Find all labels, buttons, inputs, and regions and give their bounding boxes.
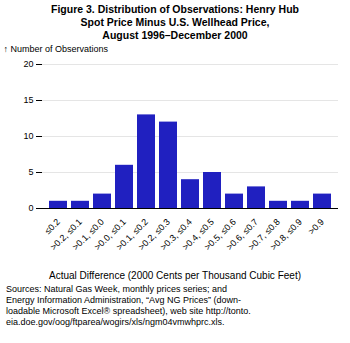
- svg-text:>0.3, ≤0.4: >0.3, ≤0.4: [158, 216, 194, 253]
- html-text:eia.doe.gov/oog/ftparea/wogirs: eia.doe.gov/oog/ftparea/wogirs/xls/ngm04…: [6, 317, 225, 327]
- html-text:August 1996–December 2000: August 1996–December 2000: [102, 29, 248, 41]
- svg-text:>0.2, ≤0.3: >0.2, ≤0.3: [136, 216, 172, 253]
- svg-text:≤0.2: ≤0.2: [42, 216, 62, 237]
- html-text:Energy Information Administrat: Energy Information Administration, “Avg …: [6, 295, 241, 305]
- svg-text:>0.1, ≤0.0: >0.1, ≤0.0: [70, 216, 106, 253]
- html-text:Spot Price Minus U.S. Wellhead: Spot Price Minus U.S. Wellhead Price,: [80, 16, 270, 28]
- svg-text:>0.4, ≤0.5: >0.4, ≤0.5: [180, 216, 216, 253]
- html-text:Actual Difference (2000 Cents: Actual Difference (2000 Cents per Thousa…: [49, 270, 301, 281]
- svg-text:5: 5: [28, 167, 33, 177]
- svg-text:10: 10: [23, 131, 33, 141]
- svg-text:20: 20: [23, 59, 33, 69]
- svg-text:>0.7, ≤0.8: >0.7, ≤0.8: [246, 216, 282, 253]
- svg-text:>0.0, ≤0.1: >0.0, ≤0.1: [92, 216, 128, 253]
- html-text:loadable Microsoft Excel® spre: loadable Microsoft Excel® spreadsheet), …: [6, 306, 251, 316]
- html-text:Sources: Natural Gas Week, mon: Sources: Natural Gas Week, monthly price…: [6, 284, 227, 294]
- svg-text:>0.1, ≤0.2: >0.1, ≤0.2: [114, 216, 150, 253]
- svg-text:>0.8, ≤0.9: >0.8, ≤0.9: [268, 217, 304, 253]
- html-text:Figure 3. Distribution of Obse: Figure 3. Distribution of Observations: …: [51, 3, 299, 15]
- svg-text:>0.9: >0.9: [306, 217, 326, 237]
- svg-text:15: 15: [23, 95, 33, 105]
- svg-text:0: 0: [28, 203, 33, 213]
- svg-text:↑ Number of Observations: ↑ Number of Observations: [4, 44, 109, 54]
- svg-text:>0.6, ≤0.7: >0.6, ≤0.7: [224, 216, 260, 253]
- svg-text:>0.2, ≤0.1: >0.2, ≤0.1: [48, 216, 84, 253]
- svg-text:>0.5, ≤0.6: >0.5, ≤0.6: [202, 216, 238, 253]
